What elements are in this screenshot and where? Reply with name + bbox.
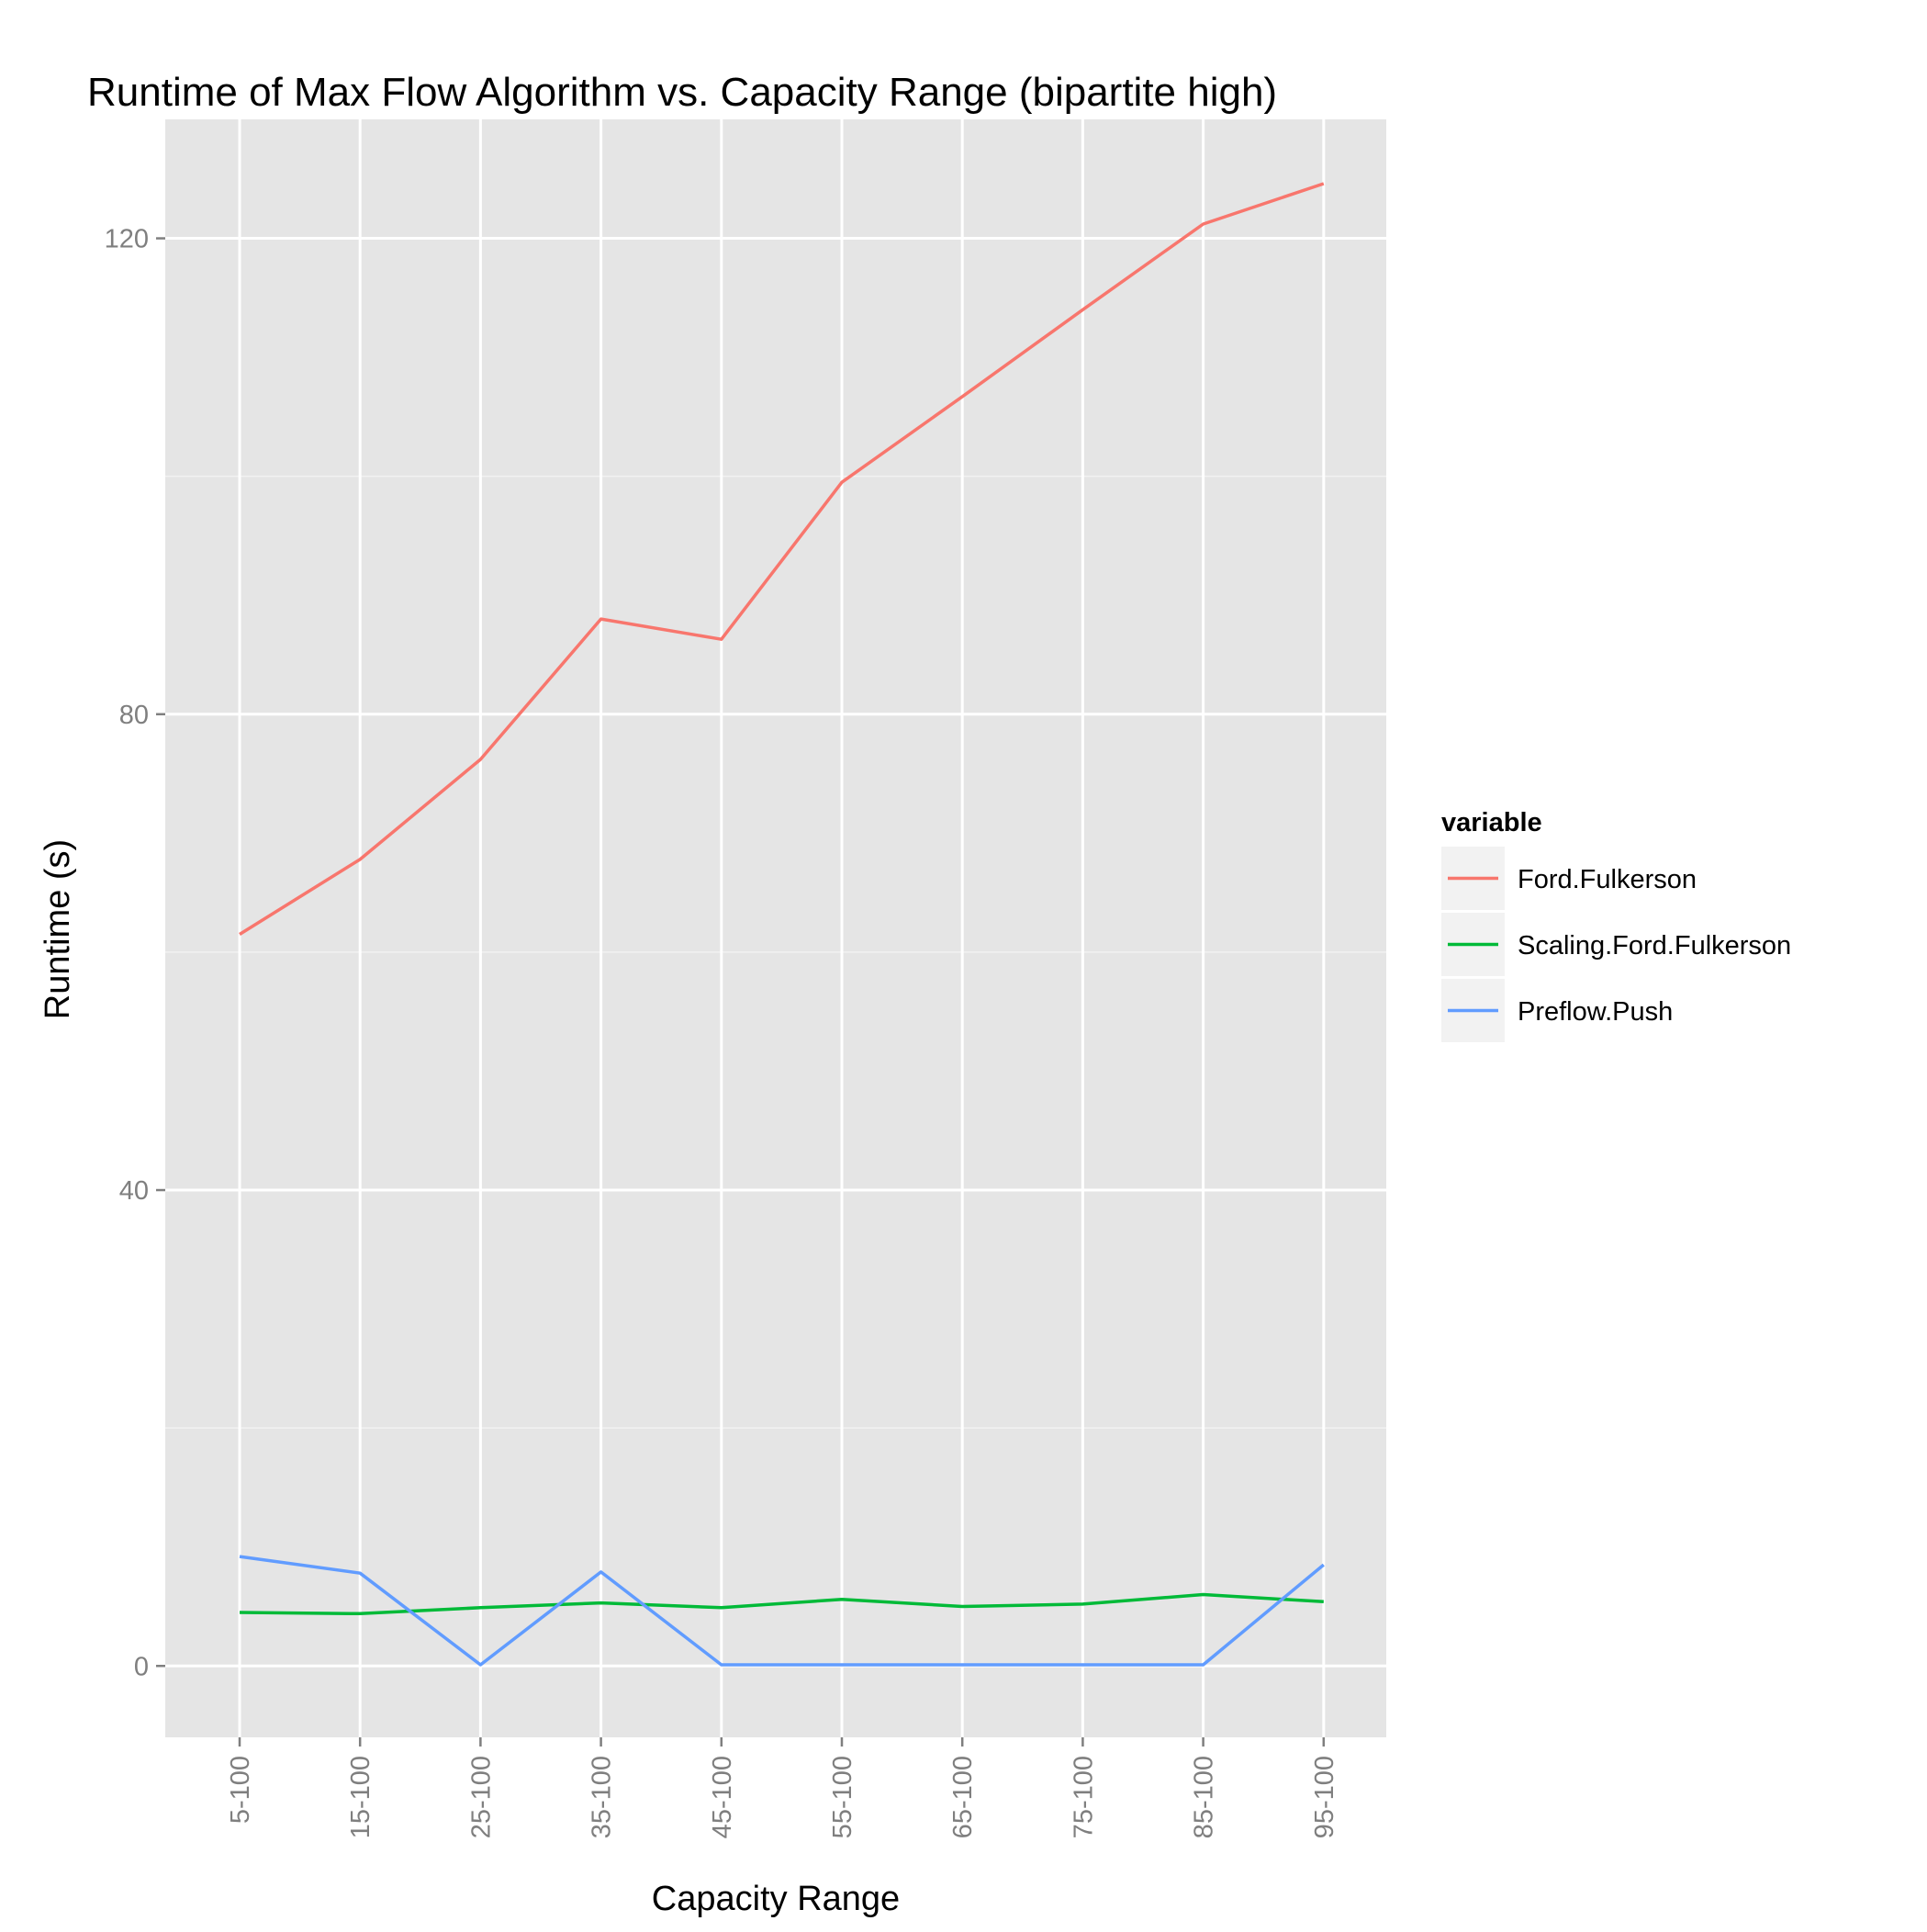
- x-tick-label: 85-100: [1190, 1756, 1219, 1838]
- x-tick-label: 95-100: [1310, 1756, 1339, 1838]
- legend-label: Ford.Fulkerson: [1518, 865, 1697, 894]
- x-axis-title: Capacity Range: [652, 1880, 900, 1918]
- x-tick-label: 35-100: [588, 1756, 617, 1838]
- grid-layer: [165, 119, 1386, 1737]
- x-tick-label: 65-100: [948, 1756, 978, 1838]
- y-axis-title: Runtime (s): [39, 839, 77, 1019]
- x-tick-label: 25-100: [466, 1756, 496, 1838]
- legend: variable Ford.Fulkerson Scaling.Ford.Fulk…: [1441, 808, 1791, 1042]
- x-tick-label: 45-100: [708, 1756, 737, 1838]
- legend-label: Scaling.Ford.Fulkerson: [1518, 931, 1791, 960]
- y-tick-label: 80: [119, 701, 149, 730]
- legend-items: Ford.Fulkerson Scaling.Ford.Fulkerson Pref…: [1441, 847, 1791, 1042]
- legend-label: Preflow.Push: [1518, 997, 1673, 1027]
- plot-panel: [165, 119, 1386, 1737]
- y-tick-label: 40: [119, 1176, 149, 1206]
- series-layer: [239, 182, 1325, 1667]
- y-tick-label: 0: [134, 1652, 149, 1681]
- series-line: [239, 1555, 1325, 1667]
- x-tick-label: 55-100: [828, 1756, 857, 1838]
- axis-layer: 0 40 80 120 5-100 15-100 25-100 35-100 45-100 55-…: [105, 225, 1339, 1839]
- x-tick-label: 75-100: [1069, 1756, 1098, 1838]
- series-line: [239, 182, 1325, 936]
- x-tick-label: 15-100: [346, 1756, 375, 1838]
- series-line: [239, 1592, 1324, 1616]
- chart-title: Runtime of Max Flow Algorithm vs. Capaci…: [87, 70, 1277, 115]
- legend-title: variable: [1441, 808, 1542, 837]
- y-tick-label: 120: [105, 225, 149, 254]
- x-tick-label: 5-100: [226, 1756, 255, 1824]
